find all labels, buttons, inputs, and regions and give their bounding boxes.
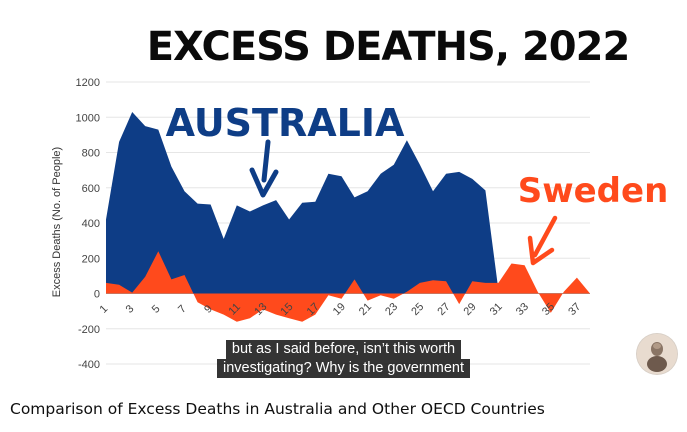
- y-axis-label: Excess Deaths (No. of People): [51, 147, 63, 297]
- x-tick-label: 1: [97, 303, 110, 316]
- y-tick-label: -400: [78, 359, 100, 371]
- y-tick-label: 1000: [76, 112, 100, 124]
- y-tick-labels: 1200 1000 800 600 400 200 0 -200 -400: [76, 77, 100, 371]
- video-title: Comparison of Excess Deaths in Australia…: [10, 400, 545, 418]
- x-tick-label: 33: [514, 301, 531, 318]
- excess-deaths-chart: EXCESS DEATHS, 2022 Excess Deaths (No. o…: [51, 24, 669, 371]
- channel-avatar[interactable]: [637, 334, 677, 374]
- y-tick-label: 600: [82, 183, 100, 195]
- video-frame[interactable]: EXCESS DEATHS, 2022 Excess Deaths (No. o…: [0, 0, 687, 392]
- sweden-series: [106, 251, 590, 322]
- y-tick-label: 800: [82, 148, 100, 160]
- australia-series: [106, 112, 499, 294]
- x-tick-labels: 1 3 5 7 9 11 13 15 17 19 21 23 25 27 29 31 33 35 37: [97, 301, 583, 318]
- australia-annotation: AUSTRALIA: [166, 101, 405, 145]
- x-tick-label: 29: [462, 301, 479, 318]
- australia-arrow: [249, 139, 279, 198]
- x-tick-label: 37: [566, 301, 583, 318]
- chart-title: EXCESS DEATHS, 2022: [147, 24, 630, 70]
- caption-box: but as I said before, isn’t this worth i…: [0, 340, 687, 378]
- y-tick-label: 1200: [76, 77, 100, 89]
- sweden-arrow: [527, 215, 558, 266]
- y-tick-label: 400: [82, 218, 100, 230]
- sweden-annotation: Sweden: [518, 171, 669, 211]
- sweden-area: [106, 251, 590, 322]
- y-tick-label: -200: [78, 324, 100, 336]
- x-tick-label: 19: [331, 301, 348, 318]
- x-tick-label: 7: [176, 303, 189, 316]
- y-tick-label: 0: [94, 289, 100, 301]
- x-tick-label: 27: [435, 301, 452, 318]
- x-tick-label: 5: [150, 303, 163, 316]
- x-tick-label: 23: [383, 301, 400, 318]
- y-tick-label: 200: [82, 253, 100, 265]
- x-tick-label: 21: [357, 301, 374, 318]
- caption-line-1: but as I said before, isn’t this worth: [225, 340, 462, 359]
- x-tick-label: 3: [124, 303, 137, 316]
- x-tick-label: 31: [488, 301, 505, 318]
- caption-line-2: investigating? Why is the government: [217, 359, 470, 378]
- x-tick-label: 25: [409, 301, 426, 318]
- avatar-icon: [637, 334, 677, 374]
- australia-area: [106, 112, 499, 294]
